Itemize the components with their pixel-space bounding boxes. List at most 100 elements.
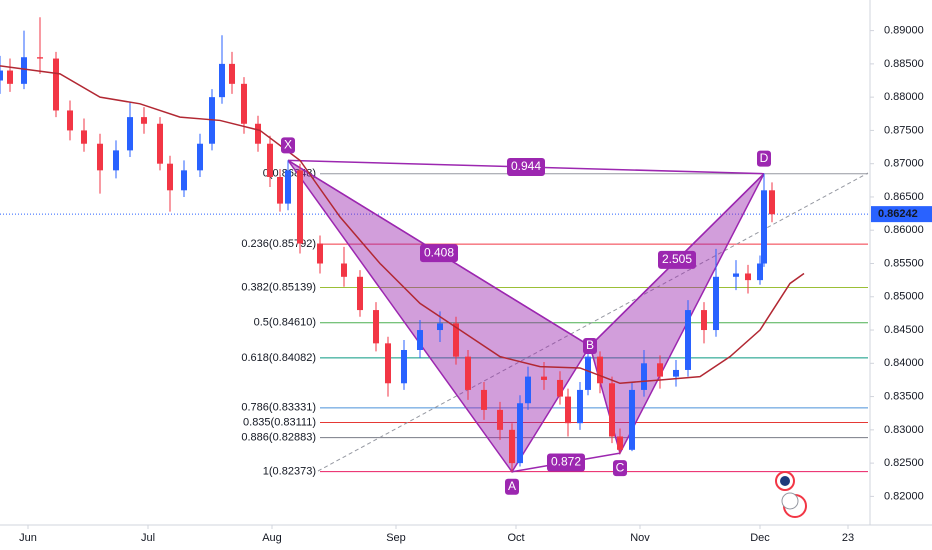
last-price-box [871,206,932,223]
ratio-label: 0.944 [511,159,541,173]
x-tick-label: Oct [507,532,524,544]
y-tick-label: 0.85000 [884,291,924,303]
y-tick-label: 0.87500 [884,124,924,136]
candle-body [53,58,59,111]
candle-body [181,170,187,191]
candle-body [517,403,523,464]
candle-body [685,310,691,370]
candle-body [157,123,163,164]
candle-body [629,389,635,450]
x-tick-label: Sep [386,532,406,544]
candle-body [597,356,603,384]
candle-body [617,436,623,450]
ma-layer [0,65,805,385]
candle-body [577,389,583,424]
candle-body [733,273,739,277]
candle-body [757,263,763,281]
fib-label: 1(0.82373) [263,465,316,477]
y-tick-label: 0.82000 [884,490,924,502]
ratio-box [547,453,585,472]
candle-body [557,379,563,397]
candle-body [525,376,531,404]
candle-body [357,276,363,311]
candle-body [673,369,679,377]
candle-body [437,323,443,331]
x-tick-label: Dec [750,532,770,544]
candle-body [21,57,27,84]
candle-body [285,170,291,204]
candle-body [219,63,225,98]
x-tick-label: Nov [630,532,650,544]
candle-body [97,143,103,171]
candle-body [609,383,615,437]
candle-body [241,83,247,124]
event-icons [775,471,807,518]
event-icon [781,492,799,510]
candle-body [769,190,775,215]
candle-body [341,263,347,277]
point-box [505,478,519,495]
candle-body [267,143,273,177]
candle-body [67,110,73,131]
ratio-label: 0.408 [424,245,454,259]
label-layer: 0.408 0.944 0.872 2.505 X A B C D [281,137,771,495]
point-label: C [616,460,625,474]
ratio-box [507,158,545,177]
candle-body [641,363,647,390]
candle-body [297,170,303,244]
candle-body [657,363,663,377]
ratio-box [420,244,458,263]
candle-body [141,117,147,124]
fib-label: 0.835(0.83111) [243,416,316,428]
point-box [583,338,597,355]
candle-body [113,150,119,171]
fib-label: 0.5(0.84610) [254,317,316,329]
candle-body [465,356,471,390]
candle-body [745,273,751,281]
point-box [281,137,295,154]
point-label: X [284,138,292,152]
axis-layer: 0.89000 0.88500 0.88000 0.87500 0.87000 0.865… [19,25,932,544]
candle-body [167,163,173,191]
last-price-label: 0.86242 [878,208,918,220]
candle-body [701,310,707,331]
candle-body [317,243,323,264]
point-label: B [586,338,594,352]
candle-body [453,323,459,357]
candle-body [255,123,261,144]
x-tick-label: Jun [19,532,37,544]
y-tick-label: 0.88500 [884,58,924,70]
trend-line [317,172,869,472]
candle-body [385,343,391,384]
y-tick-label: 0.86000 [884,224,924,236]
point-box [757,150,771,167]
y-tick-label: 0.83500 [884,390,924,402]
candle-body [541,376,547,380]
point-label: A [508,479,516,493]
candle-body [761,190,767,264]
candle-body [509,429,515,464]
candle-body [481,389,487,410]
candle-body [81,130,87,144]
candle-body [401,350,407,384]
ratio-label: 0.872 [551,455,581,469]
candle-body [373,310,379,344]
candle-body [713,276,719,331]
candle-body [197,143,203,171]
candle-body [277,176,283,204]
candle-body [0,70,3,81]
candle-body [229,63,235,84]
candle-body [37,57,43,59]
y-tick-label: 0.89000 [884,25,924,37]
candle-body [7,70,13,84]
moving-average [0,65,805,385]
fib-label: 0.886(0.82883) [241,432,316,444]
y-tick-label: 0.88000 [884,91,924,103]
event-icon [780,476,790,486]
candle-body [497,409,503,430]
point-box [613,460,627,477]
ratio-box [658,250,696,269]
